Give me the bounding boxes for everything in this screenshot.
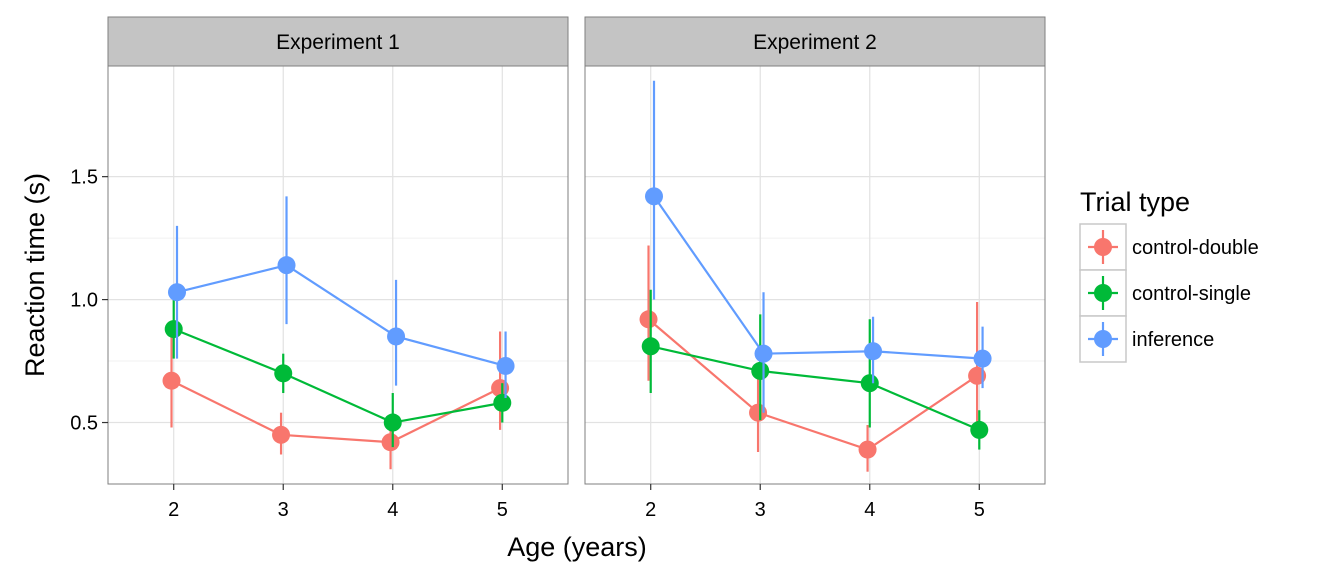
x-tick-label: 5 <box>974 499 985 521</box>
data-point <box>168 283 186 302</box>
facet-strip-label-1: Experiment 1 <box>276 31 400 54</box>
legend-label: inference <box>1132 329 1214 351</box>
series-inference <box>168 196 515 398</box>
data-point <box>383 413 402 432</box>
y-axis: 0.5 1.0 1.5 <box>70 167 108 435</box>
x-axis-2: 2 3 4 5 <box>645 484 985 521</box>
series-layer-1 <box>162 196 515 470</box>
data-point <box>864 342 883 361</box>
y-tick-label: 0.5 <box>70 413 98 435</box>
series-control-single <box>164 299 512 448</box>
data-point <box>751 361 770 380</box>
legend: Trial type control-double control-single i… <box>1079 187 1259 363</box>
y-tick-label: 1.5 <box>70 167 98 189</box>
series-line <box>176 263 506 368</box>
legend-key-control-double <box>1079 223 1127 271</box>
x-tick-label: 3 <box>755 499 766 521</box>
facet-strip-2 <box>584 16 1046 67</box>
data-point <box>858 440 877 459</box>
series-control-single <box>641 289 989 450</box>
x-axis-title: Age (years) <box>507 532 647 562</box>
legend-key-control-single <box>1079 269 1127 317</box>
data-point <box>860 374 879 393</box>
x-tick-label: 2 <box>645 499 656 521</box>
series-layer-2 <box>639 80 992 472</box>
series-line <box>650 345 980 431</box>
data-point <box>493 393 512 412</box>
legend-key-inference <box>1079 315 1127 363</box>
data-point <box>639 310 658 329</box>
plot-area-1 <box>107 65 569 485</box>
data-point <box>164 320 183 339</box>
data-point <box>754 344 773 363</box>
y-tick-label: 1.0 <box>70 290 98 312</box>
plot-area-2 <box>584 65 1046 485</box>
series-line <box>647 318 978 451</box>
x-tick-label: 4 <box>387 499 398 521</box>
series-line <box>171 379 501 444</box>
x-tick-label: 2 <box>168 499 179 521</box>
data-point <box>641 337 660 356</box>
data-point <box>970 420 989 439</box>
data-point <box>381 433 400 452</box>
legend-key-point <box>1094 238 1112 256</box>
data-point <box>274 364 293 383</box>
data-point <box>162 371 181 390</box>
plot-border-2 <box>584 65 1046 485</box>
data-point <box>973 349 992 368</box>
data-point <box>277 256 296 275</box>
legend-label: control-double <box>1132 237 1259 259</box>
data-point <box>272 425 291 444</box>
x-axis-1: 2 3 4 5 <box>168 484 508 521</box>
x-tick-label: 4 <box>864 499 875 521</box>
series-inference <box>645 80 992 413</box>
facet-strip-label-2: Experiment 2 <box>753 31 877 54</box>
series-line <box>653 195 983 360</box>
panel-experiment-1: Experiment 1 2 3 4 5 <box>107 16 569 521</box>
x-tick-label: 5 <box>497 499 508 521</box>
legend-key-point <box>1094 284 1112 302</box>
plot-border-1 <box>107 65 569 485</box>
legend-label: control-single <box>1132 283 1251 305</box>
y-axis-title: Reaction time (s) <box>20 173 50 377</box>
data-point <box>496 356 515 375</box>
facet-strip-1 <box>107 16 569 67</box>
series-control-double <box>162 324 510 470</box>
x-tick-label: 3 <box>278 499 289 521</box>
data-point <box>387 327 406 346</box>
legend-title: Trial type <box>1080 187 1190 217</box>
legend-items: control-double control-single inference <box>1079 223 1259 363</box>
legend-key-point <box>1094 330 1112 348</box>
data-point <box>645 187 663 206</box>
series-line <box>173 328 503 424</box>
panel-experiment-2: Experiment 2 2 3 4 5 <box>584 16 1046 521</box>
